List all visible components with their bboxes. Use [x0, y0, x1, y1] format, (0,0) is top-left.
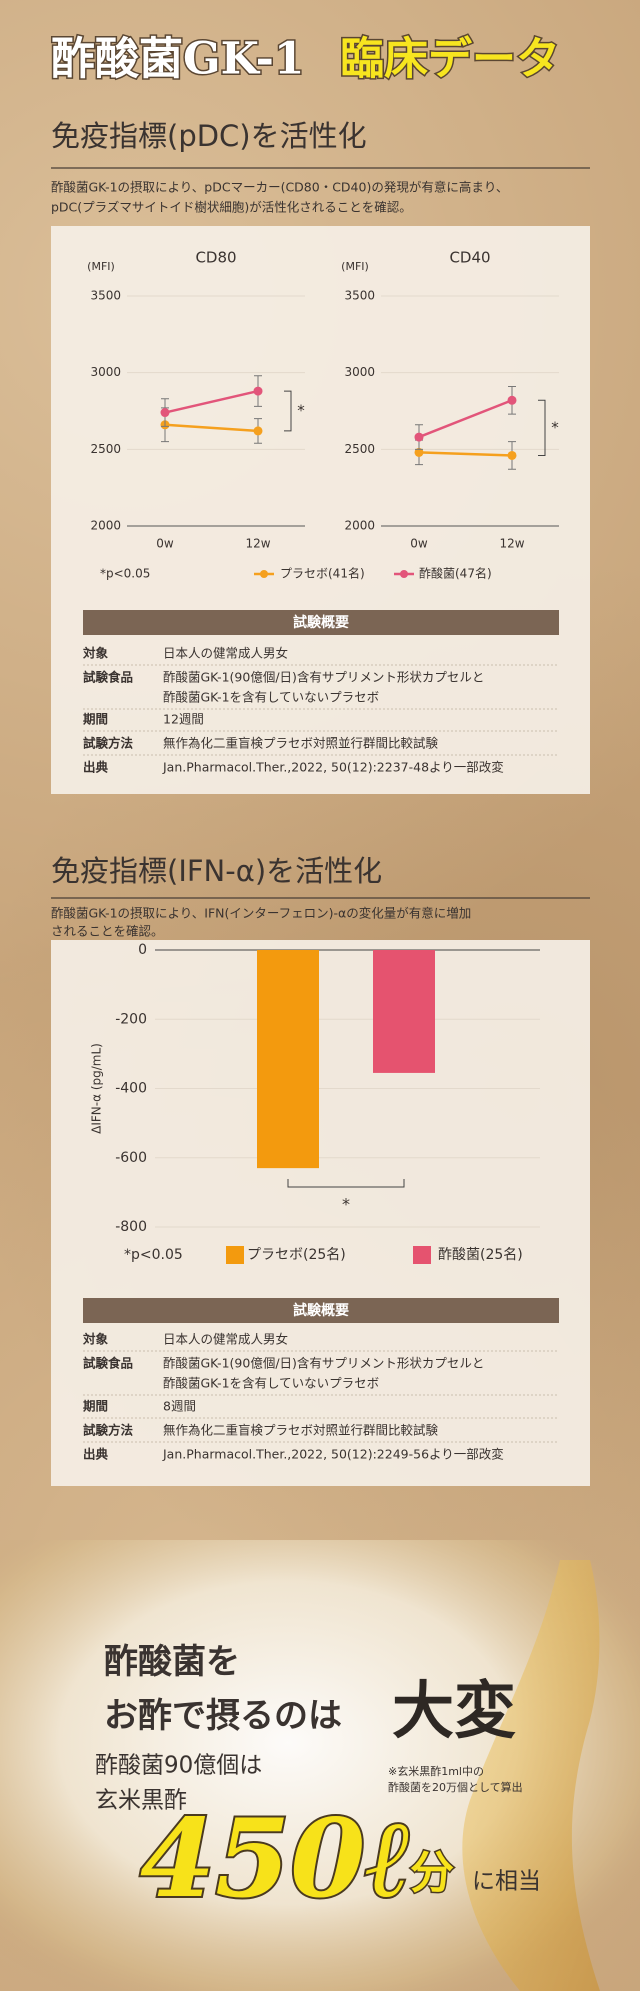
promo-note: 酢酸菌を20万個として算出: [388, 1780, 523, 1794]
data-point: [253, 386, 263, 396]
table-label: 試験方法: [83, 736, 134, 751]
legend-label: プラセボ(41名): [280, 566, 365, 581]
promo-tail: に相当: [472, 1869, 541, 1895]
y-tick-label: 2000: [344, 519, 375, 533]
significance-note: *p<0.05: [124, 1247, 183, 1263]
y-tick-label: 3000: [90, 365, 121, 379]
table-value: 日本人の健常成人男女: [163, 646, 288, 661]
table-label: 対象: [82, 646, 109, 661]
description: 酢酸菌GK-1の摂取により、IFN(インターフェロン)-αの変化量が有意に増加: [51, 906, 471, 921]
significance-mark: *: [297, 402, 305, 420]
title: 酢酸菌GK-1: [51, 34, 305, 85]
title-accent: 臨床データ: [340, 34, 560, 85]
y-tick-label: 2000: [90, 519, 121, 533]
data-point: [253, 426, 263, 436]
table-label: 対象: [82, 1332, 109, 1347]
description: されることを確認。: [51, 924, 164, 939]
y-tick-label: -800: [115, 1219, 147, 1235]
table-value: 無作為化二重盲検プラセボ対照並行群間比較試験: [163, 1423, 439, 1438]
y-tick-label: 3500: [90, 289, 121, 303]
legend-marker: [400, 570, 408, 578]
significance-mark: *: [342, 1195, 350, 1214]
y-axis-label: ΔIFN-α (pg/mL): [90, 1043, 104, 1134]
significance-bracket: [287, 1179, 405, 1188]
description: 酢酸菌GK-1の摂取により、pDCマーカー(CD80・CD40)の発現が有意に高…: [51, 180, 508, 195]
promo-sub: 玄米黒酢: [95, 1788, 187, 1814]
chart-title: CD80: [195, 249, 236, 267]
y-axis-label: (MFI): [87, 260, 115, 273]
promo-line: お酢で摂るのは: [104, 1696, 342, 1736]
table-header: [83, 1298, 559, 1323]
x-tick-label: 0w: [156, 537, 174, 551]
table-label: 期間: [83, 1399, 108, 1414]
y-tick-label: 2500: [90, 442, 121, 456]
table-label: 試験食品: [83, 670, 133, 685]
table-value: 8週間: [163, 1399, 196, 1414]
table-label: 出典: [83, 760, 109, 775]
promo-line: 酢酸菌を: [104, 1642, 240, 1682]
table-value: 酢酸菌GK-1(90億個/日)含有サプリメント形状カプセルと: [163, 1356, 484, 1371]
data-point: [414, 447, 424, 457]
table-value: 酢酸菌GK-1を含有していないプラセボ: [163, 1376, 379, 1391]
table-value: 無作為化二重盲検プラセボ対照並行群間比較試験: [163, 736, 439, 751]
y-tick-label: 0: [138, 942, 147, 958]
table-value: 日本人の健常成人男女: [163, 1332, 288, 1347]
legend-label: 酢酸菌(47名): [419, 566, 492, 581]
description: pDC(プラズマサイトイド樹状細胞)が活性化されることを確認。: [51, 200, 412, 215]
x-tick-label: 12w: [245, 537, 270, 551]
table-value: Jan.Pharmacol.Ther.,2022, 50(12):2237-48…: [162, 760, 504, 775]
series-line: [164, 423, 259, 433]
y-tick-label: -600: [115, 1150, 147, 1166]
table-label: 試験方法: [83, 1423, 134, 1438]
bar: [373, 950, 435, 1073]
series-line: [164, 389, 259, 414]
series-line: [418, 451, 513, 457]
x-tick-label: 0w: [410, 537, 428, 551]
legend-marker: [260, 570, 268, 578]
table-value: 酢酸菌GK-1(90億個/日)含有サプリメント形状カプセルと: [163, 670, 484, 685]
table-label: 出典: [83, 1447, 109, 1462]
y-tick-label: 2500: [344, 442, 375, 456]
data-point: [507, 395, 517, 405]
table-value: Jan.Pharmacol.Ther.,2022, 50(12):2249-56…: [162, 1447, 504, 1462]
x-tick-label: 12w: [499, 537, 524, 551]
data-point: [414, 432, 424, 442]
significance-mark: *: [551, 418, 559, 436]
series-line: [418, 399, 513, 439]
y-tick-label: -200: [115, 1011, 147, 1027]
data-point: [160, 408, 170, 418]
table-value: 酢酸菌GK-1を含有していないプラセボ: [163, 690, 379, 705]
table-value: 12週間: [163, 712, 204, 727]
y-axis-label: (MFI): [341, 260, 369, 273]
y-tick-label: -400: [115, 1081, 147, 1097]
bar: [257, 950, 319, 1169]
table-label: 試験食品: [83, 1356, 133, 1371]
significance-bracket: [538, 399, 546, 456]
table-header: [83, 610, 559, 635]
data-point: [507, 450, 517, 460]
panel: [51, 226, 590, 794]
section-heading: 免疫指標(IFN-α)を活性化: [51, 854, 382, 888]
significance-note: *p<0.05: [100, 567, 150, 581]
chart-title: CD40: [449, 249, 490, 267]
promo-suffix: 分: [410, 1848, 454, 1899]
legend-swatch: [226, 1246, 244, 1264]
table-title: 試験概要: [293, 614, 349, 631]
promo-amount: 450ℓ: [140, 1796, 412, 1922]
vinegar-stream: [462, 1560, 600, 1991]
significance-bracket: [284, 390, 292, 432]
promo-sub: 酢酸菌90億個は: [95, 1753, 262, 1779]
promo-note: ※玄米黒酢1ml中の: [388, 1764, 484, 1778]
section-heading: 免疫指標(pDC)を活性化: [51, 119, 367, 153]
y-tick-label: 3500: [344, 289, 375, 303]
promo-emphasis: 大変: [392, 1674, 516, 1747]
table-label: 期間: [83, 712, 108, 727]
y-tick-label: 3000: [344, 365, 375, 379]
legend-swatch: [413, 1246, 431, 1264]
legend-label: 酢酸菌(25名): [438, 1247, 523, 1263]
legend-label: プラセボ(25名): [247, 1247, 346, 1263]
table-title: 試験概要: [293, 1302, 349, 1319]
